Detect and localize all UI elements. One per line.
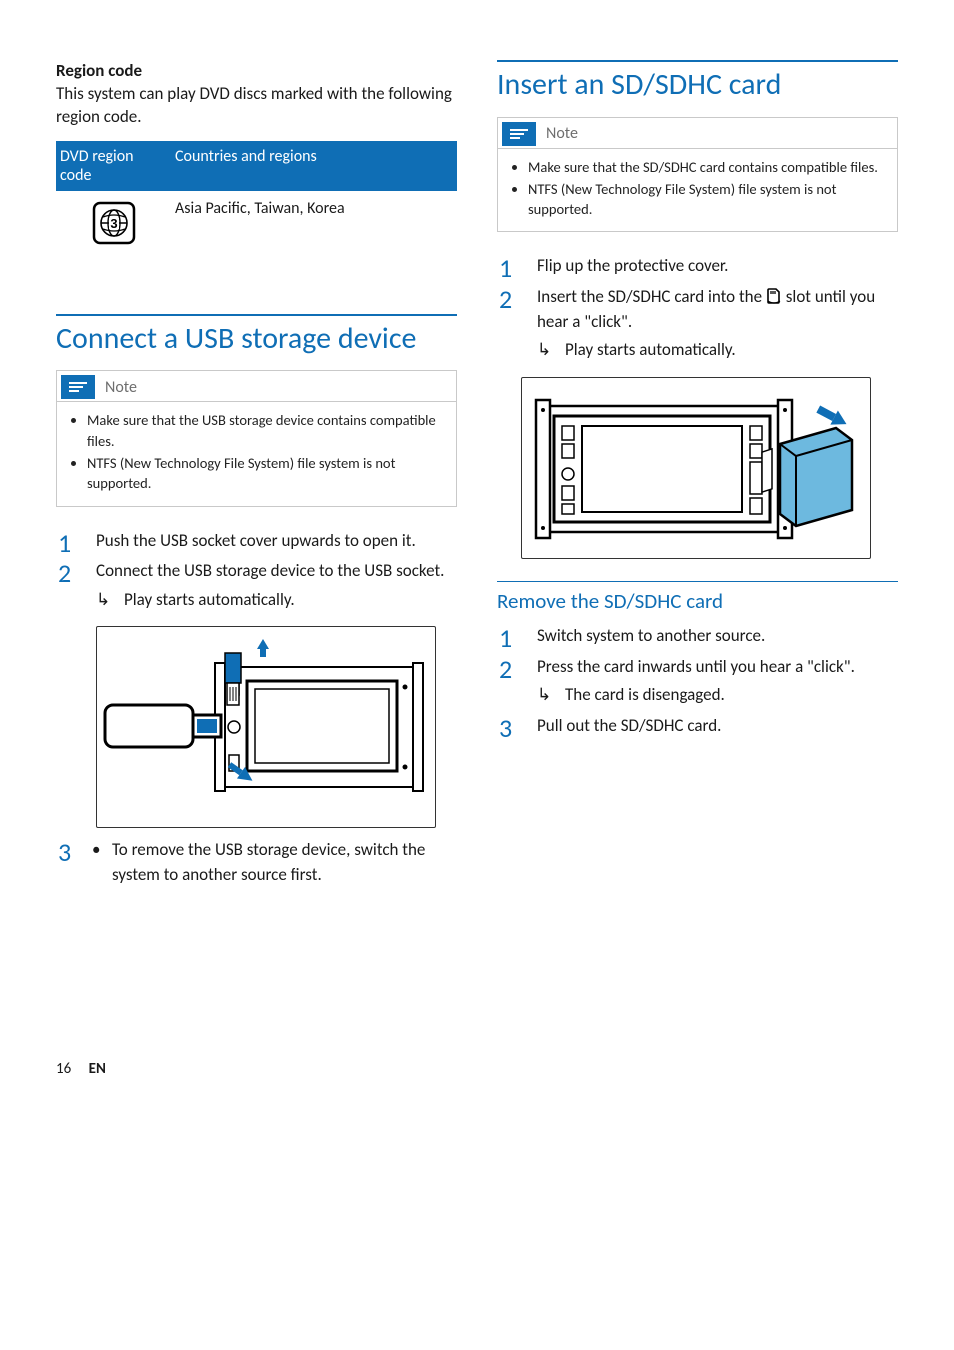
globe-region-icon: 3 <box>90 199 138 247</box>
note-icon <box>502 122 536 146</box>
step-item: Flip up the protective cover. <box>497 254 898 279</box>
sd-remove-heading: Remove the SD/SDHC card <box>497 581 898 614</box>
note-item: Make sure that the USB storage device co… <box>87 410 444 451</box>
svg-text:3: 3 <box>110 216 117 231</box>
sd-steps: Flip up the protective cover. Insert the… <box>497 254 898 363</box>
step-item: Connect the USB storage device to the US… <box>56 559 457 612</box>
sd-illustration <box>521 377 871 559</box>
step-bullet: To remove the USB storage device, switch… <box>84 838 457 887</box>
step-result: Play starts automatically. <box>537 338 898 363</box>
step-item: Press the card inwards until you hear a … <box>497 655 898 708</box>
note-box: Note Make sure that the USB storage devi… <box>56 370 457 506</box>
step-result: Play starts automatically. <box>96 588 457 613</box>
usb-section-heading: Connect a USB storage device <box>56 314 457 357</box>
note-item: NTFS (New Technology File System) file s… <box>528 179 885 220</box>
page-footer: 16 EN <box>56 1060 898 1078</box>
page-lang: EN <box>89 1060 106 1078</box>
note-icon <box>61 375 95 399</box>
region-code-heading: Region code <box>56 60 457 81</box>
sd-remove-steps: Switch system to another source. Press t… <box>497 624 898 739</box>
sd-section-heading: Insert an SD/SDHC card <box>497 60 898 103</box>
step-result: The card is disengaged. <box>537 683 898 708</box>
table-header: Countries and regions <box>171 141 457 191</box>
usb-steps: Push the USB socket cover upwards to ope… <box>56 529 457 613</box>
note-label: Note <box>546 124 578 143</box>
sd-slot-icon <box>766 287 782 305</box>
step-item: Pull out the SD/SDHC card. <box>497 714 898 739</box>
usb-illustration <box>96 626 436 828</box>
note-box: Note Make sure that the SD/SDHC card con… <box>497 117 898 233</box>
table-header: DVD region code <box>56 141 171 191</box>
note-item: NTFS (New Technology File System) file s… <box>87 453 444 494</box>
page-number: 16 <box>56 1060 71 1078</box>
region-code-table: DVD region code Countries and regions 3 <box>56 141 457 258</box>
step-item: Switch system to another source. <box>497 624 898 649</box>
step-item: Insert the SD/SDHC card into the slot un… <box>497 285 898 363</box>
note-item: Make sure that the SD/SDHC card contains… <box>528 157 885 177</box>
table-cell: Asia Pacific, Taiwan, Korea <box>171 191 457 258</box>
note-label: Note <box>105 378 137 397</box>
region-code-intro: This system can play DVD discs marked wi… <box>56 83 457 129</box>
step-item: Push the USB socket cover upwards to ope… <box>56 529 457 554</box>
table-row: 3 Asia Pacific, Taiwan, Korea <box>56 191 457 258</box>
